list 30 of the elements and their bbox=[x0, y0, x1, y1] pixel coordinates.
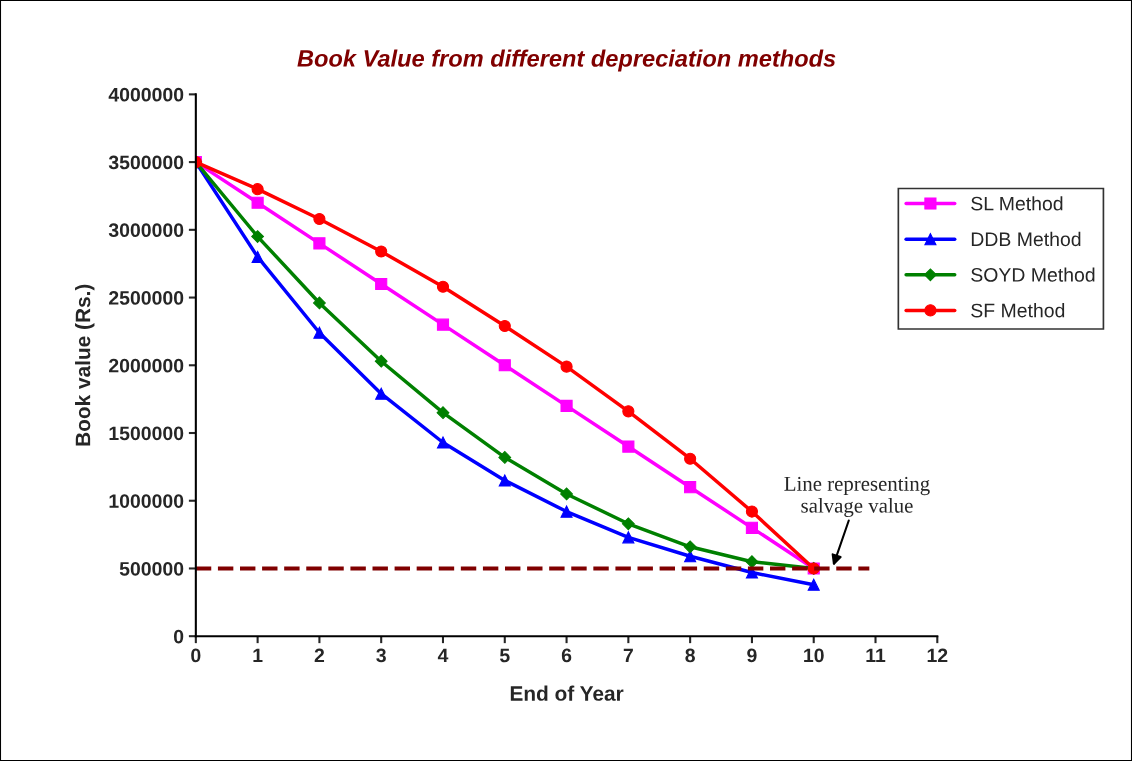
y-tick-label: 4000000 bbox=[108, 87, 184, 102]
legend-label: SOYD Method bbox=[971, 267, 1095, 282]
y-tick-label: 1500000 bbox=[109, 426, 184, 441]
chart-title: Book Value from different depreciation methods bbox=[297, 49, 836, 72]
x-tick-label: 1 bbox=[253, 648, 263, 663]
annotation: Line representing salvage value bbox=[784, 476, 930, 517]
x-tick-label: 0 bbox=[191, 648, 201, 663]
y-tick-label: 3000000 bbox=[108, 223, 184, 238]
y-tick-label: 3500000 bbox=[108, 155, 184, 170]
legend-label: DDB Method bbox=[971, 231, 1081, 247]
y-tick-label: 500000 bbox=[119, 561, 184, 576]
y-axis-title: Book value (Rs.) bbox=[75, 284, 95, 446]
y-tick-label: 2000000 bbox=[109, 358, 184, 373]
x-tick-label: 8 bbox=[685, 648, 695, 663]
x-tick-label: 2 bbox=[314, 648, 325, 663]
x-tick-label: 12 bbox=[927, 648, 948, 663]
y-tick-label: 2500000 bbox=[109, 291, 184, 305]
x-tick-label: 5 bbox=[499, 648, 510, 663]
x-tick-label: 6 bbox=[561, 648, 572, 663]
x-axis-title: End of Year bbox=[510, 685, 624, 701]
y-tick-label: 0 bbox=[173, 629, 184, 644]
legend-label: SF Method bbox=[971, 303, 1065, 318]
x-tick-label: 11 bbox=[866, 648, 886, 663]
x-tick-label: 9 bbox=[747, 648, 757, 663]
y-tick-label: 1000000 bbox=[109, 494, 184, 508]
x-tick-label: 10 bbox=[804, 648, 824, 663]
legend-label: SL Method bbox=[971, 196, 1063, 211]
x-tick-label: 7 bbox=[623, 648, 633, 663]
x-tick-label: 3 bbox=[376, 648, 386, 663]
x-tick-label: 4 bbox=[437, 648, 449, 663]
